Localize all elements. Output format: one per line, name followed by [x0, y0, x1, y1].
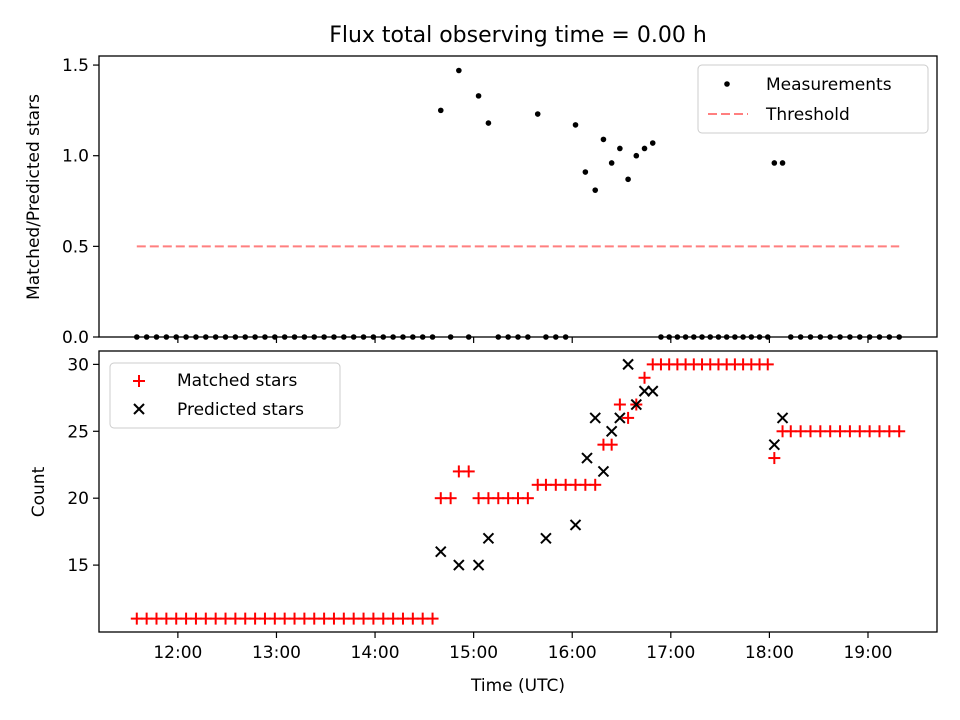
matched-star-point [521, 492, 534, 505]
bottom-panel-marks [130, 358, 906, 625]
x-tick-label: 17:00 [646, 643, 695, 663]
top-legend-box [697, 64, 929, 134]
top-y-tick-label: 0.0 [62, 328, 89, 348]
matched-star-point [605, 438, 618, 451]
predicted-star-point [482, 532, 495, 545]
x-tick-label: 16:00 [548, 643, 597, 663]
predicted-star-point [605, 425, 618, 437]
measurement-point [437, 107, 444, 114]
top-y-axis-label: Matched/Predicted stars [24, 94, 44, 300]
measurement-point [641, 145, 648, 152]
measurement-point [633, 152, 640, 159]
bottom-y-tick-label: 25 [67, 422, 89, 442]
predicted-star-point [597, 465, 610, 478]
matched-star-point [768, 452, 781, 465]
x-tick-label: 13:00 [252, 643, 301, 663]
top-panel-ticks: 0.0 0.5 1.0 1.5 [62, 56, 869, 348]
top-y-tick-label: 0.5 [62, 237, 89, 257]
measurement-point [779, 160, 786, 166]
top-legend: Measurements Threshold [697, 64, 929, 134]
predicted-star-point [569, 519, 582, 531]
predicted-star-point [776, 412, 789, 424]
predicted-star-point [472, 559, 485, 571]
bottom-legend: Matched stars Predicted stars [109, 362, 341, 429]
bottom-y-tick-label: 20 [67, 489, 89, 509]
measurement-point [608, 160, 615, 166]
x-tick-label: 15:00 [449, 643, 498, 663]
measurement-point [771, 160, 778, 166]
measurement-point [625, 176, 631, 183]
measurement-point [534, 111, 541, 117]
bottom-panel-frame [98, 350, 938, 633]
predicted-star-point [638, 385, 651, 397]
bottom-y-tick-label: 15 [67, 556, 89, 576]
bottom-panel: 12:00 13:00 14:00 15:00 16:00 17:00 18:00 19:00… [29, 350, 938, 696]
predicted-star-point [581, 452, 593, 464]
legend-matched-label: Matched stars [177, 371, 297, 391]
predicted-star-point [768, 438, 781, 451]
measurement-point [456, 67, 462, 74]
bottom-y-axis-label: Count [29, 466, 49, 517]
top-y-tick-label: 1.0 [62, 147, 89, 167]
matched-star-point [613, 398, 626, 411]
measurement-point [592, 187, 599, 193]
x-tick-label: 12:00 [153, 643, 202, 663]
predicted-star-point [589, 412, 601, 424]
legend-predicted-marker [133, 403, 145, 415]
legend-predicted-label: Predicted stars [177, 400, 304, 420]
measurement-point [485, 120, 492, 126]
matched-star-point [638, 371, 651, 384]
matched-star-point [462, 465, 475, 478]
matched-star-point [893, 425, 906, 438]
measurement-point [600, 136, 607, 143]
x-axis-label: Time (UTC) [470, 676, 565, 696]
measurement-point [475, 93, 482, 99]
top-panel: 0.0 0.5 1.0 1.5 Matched/Predicted stars Mea… [24, 55, 938, 348]
bottom-panel-ticks: 12:00 13:00 14:00 15:00 16:00 17:00 18:00 19:00… [67, 355, 892, 663]
matched-star-point [622, 411, 635, 424]
matched-star-point [589, 478, 602, 491]
predicted-star-point [540, 532, 552, 545]
top-panel-frame [98, 55, 938, 338]
matched-star-point [444, 492, 457, 505]
predicted-star-point [453, 559, 465, 571]
x-tick-label: 18:00 [745, 643, 794, 663]
top-panel-marks [133, 67, 903, 340]
measurement-point [582, 169, 589, 175]
legend-threshold-label: Threshold [765, 105, 850, 125]
predicted-star-point [435, 546, 447, 558]
predicted-star-point [630, 398, 643, 411]
matched-star-point [426, 612, 439, 625]
legend-measurements-label: Measurements [766, 75, 892, 95]
x-tick-label: 19:00 [843, 643, 892, 663]
predicted-star-point [647, 385, 659, 397]
predicted-star-point [622, 358, 634, 371]
bottom-legend-box [109, 362, 341, 429]
legend-measurements-marker [724, 81, 730, 87]
chart-title: Flux total observing time = 0.00 h [329, 23, 707, 48]
bottom-y-tick-label: 30 [67, 355, 89, 375]
top-y-tick-label: 1.5 [62, 56, 89, 76]
measurement-point [617, 145, 623, 152]
predicted-star-point [614, 412, 626, 424]
matched-star-point [761, 358, 774, 371]
measurement-point [649, 140, 656, 146]
x-tick-label: 14:00 [351, 643, 400, 663]
measurement-point [572, 122, 579, 128]
legend-matched-marker [133, 375, 145, 387]
